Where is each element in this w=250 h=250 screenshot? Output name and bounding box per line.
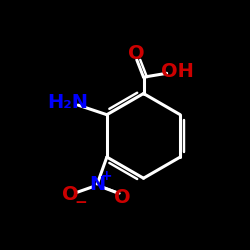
Text: O: O bbox=[62, 185, 78, 204]
Text: +: + bbox=[101, 169, 112, 183]
Text: O: O bbox=[114, 188, 130, 207]
Text: H₂N: H₂N bbox=[47, 93, 88, 112]
Text: OH: OH bbox=[161, 62, 194, 81]
Text: O: O bbox=[128, 44, 145, 62]
Text: −: − bbox=[74, 195, 87, 210]
Text: N: N bbox=[89, 174, 105, 194]
